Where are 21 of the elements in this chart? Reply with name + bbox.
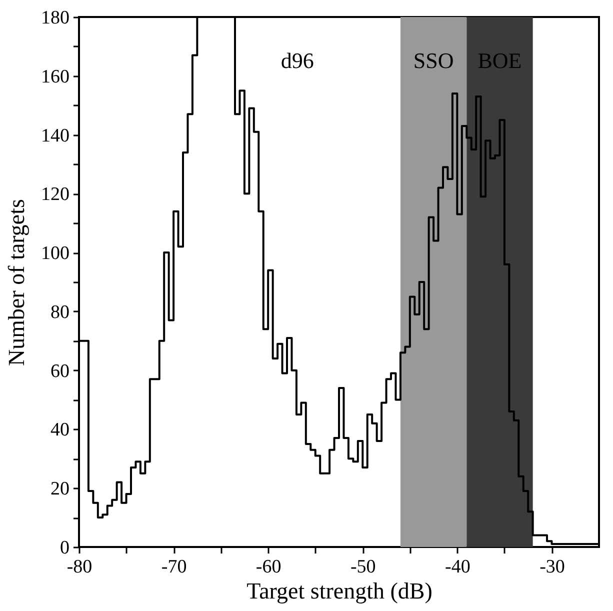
y-tick-label: 120 — [41, 184, 70, 206]
y-axis-title: Number of targets — [4, 198, 29, 366]
band-label: BOE — [478, 48, 522, 73]
x-tick-label: -80 — [66, 556, 92, 578]
y-tick-label: 160 — [41, 66, 70, 88]
x-tick-label: -60 — [256, 556, 282, 578]
y-tick-label: 100 — [41, 243, 70, 264]
y-tick-label: 140 — [41, 125, 70, 146]
x-tick-label: -70 — [161, 556, 187, 578]
y-tick-label: 80 — [50, 302, 70, 323]
annotation: d96 — [280, 48, 314, 73]
y-tick-label: 40 — [50, 420, 70, 441]
y-tick-label: 0 — [60, 538, 70, 558]
x-tick-label: -30 — [540, 556, 565, 578]
band-label: SSO — [413, 48, 454, 73]
x-tick-label: -50 — [350, 556, 376, 578]
y-tick-label: 180 — [41, 8, 70, 28]
y-tick-label: 60 — [50, 360, 70, 382]
x-tick-label: -40 — [445, 556, 470, 578]
x-axis-title: Target strength (dB) — [246, 578, 432, 604]
y-tick-label: 20 — [50, 478, 70, 500]
